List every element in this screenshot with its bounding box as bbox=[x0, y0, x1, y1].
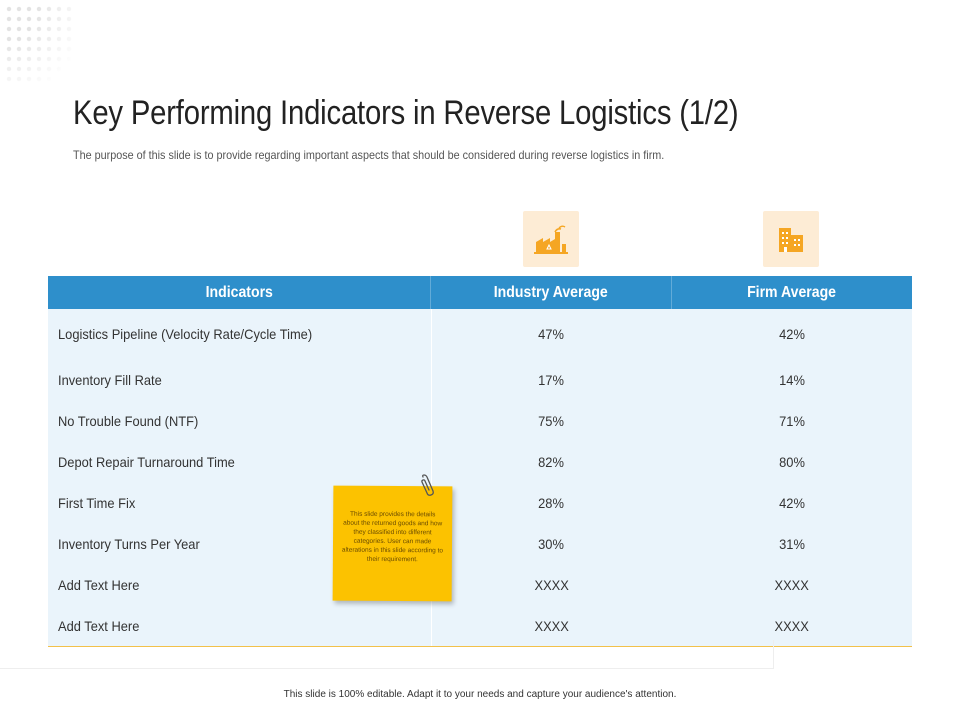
industry-average-cell: 30% bbox=[430, 523, 672, 564]
firm-average-cell: 42% bbox=[778, 326, 805, 342]
table-row: Logistics Pipeline (Velocity Rate/Cycle … bbox=[48, 309, 912, 359]
header-firm-average: Firm Average bbox=[670, 276, 912, 309]
indicator-cell: Add Text Here bbox=[58, 617, 140, 634]
paperclip-icon bbox=[421, 474, 434, 496]
indicator-cell: No Trouble Found (NTF) bbox=[58, 412, 199, 429]
firm-average-cell: 42% bbox=[778, 494, 805, 511]
indicator-cell: Inventory Fill Rate bbox=[58, 371, 162, 388]
office-building-icon bbox=[779, 228, 803, 252]
decorative-frame-vline bbox=[773, 640, 774, 668]
table-body: Logistics Pipeline (Velocity Rate/Cycle … bbox=[48, 309, 912, 647]
indicator-cell: Depot Repair Turnaround Time bbox=[58, 453, 235, 470]
table-row: Add Text Here XXXX XXXX bbox=[48, 605, 912, 646]
industry-average-cell: 75% bbox=[430, 400, 672, 441]
firm-average-cell: 80% bbox=[778, 453, 805, 470]
slide-title: Key Performing Indicators in Reverse Log… bbox=[73, 94, 739, 132]
industry-average-cell: 28% bbox=[430, 482, 672, 523]
slide-subtitle: The purpose of this slide is to provide … bbox=[73, 148, 665, 162]
industry-average-cell: XXXX bbox=[430, 605, 672, 646]
table-row: First Time Fix 28% 42% bbox=[48, 482, 912, 523]
table-header: Indicators Industry Average Firm Average bbox=[48, 276, 912, 309]
indicator-cell: Logistics Pipeline (Velocity Rate/Cycle … bbox=[58, 326, 313, 342]
firm-average-cell: 31% bbox=[778, 535, 805, 552]
header-industry-average: Industry Average bbox=[430, 276, 670, 309]
header-indicators: Indicators bbox=[205, 283, 273, 301]
dot-grid-fade bbox=[4, 4, 84, 94]
factory-icon bbox=[534, 225, 568, 254]
indicator-cell: First Time Fix bbox=[58, 494, 136, 511]
sticky-note-text: This slide provides the details about th… bbox=[341, 510, 444, 564]
firm-average-cell: 14% bbox=[778, 371, 805, 388]
footer-note: This slide is 100% editable. Adapt it to… bbox=[283, 689, 677, 700]
indicator-cell: Add Text Here bbox=[58, 576, 140, 593]
industry-average-cell: 17% bbox=[430, 359, 672, 400]
indicator-cell: Inventory Turns Per Year bbox=[58, 535, 200, 552]
table-row: Add Text Here XXXX XXXX bbox=[48, 564, 912, 605]
table-row: Inventory Turns Per Year 30% 31% bbox=[48, 523, 912, 564]
industry-average-cell: 47% bbox=[430, 309, 672, 359]
sticky-note[interactable]: This slide provides the details about th… bbox=[332, 485, 453, 602]
firm-average-cell: XXXX bbox=[774, 617, 809, 634]
kpi-table: Indicators Industry Average Firm Average… bbox=[48, 276, 912, 647]
table-row: Inventory Fill Rate 17% 14% bbox=[48, 359, 912, 400]
industry-average-cell: XXXX bbox=[430, 564, 672, 605]
industry-average-cell: 82% bbox=[430, 441, 672, 482]
decorative-frame-line bbox=[0, 668, 774, 669]
firm-average-cell: XXXX bbox=[774, 576, 809, 593]
firm-icon-box bbox=[763, 211, 819, 267]
table-row: Depot Repair Turnaround Time 82% 80% bbox=[48, 441, 912, 482]
table-row: No Trouble Found (NTF) 75% 71% bbox=[48, 400, 912, 441]
firm-average-cell: 71% bbox=[778, 412, 805, 429]
industry-icon-box bbox=[523, 211, 579, 267]
